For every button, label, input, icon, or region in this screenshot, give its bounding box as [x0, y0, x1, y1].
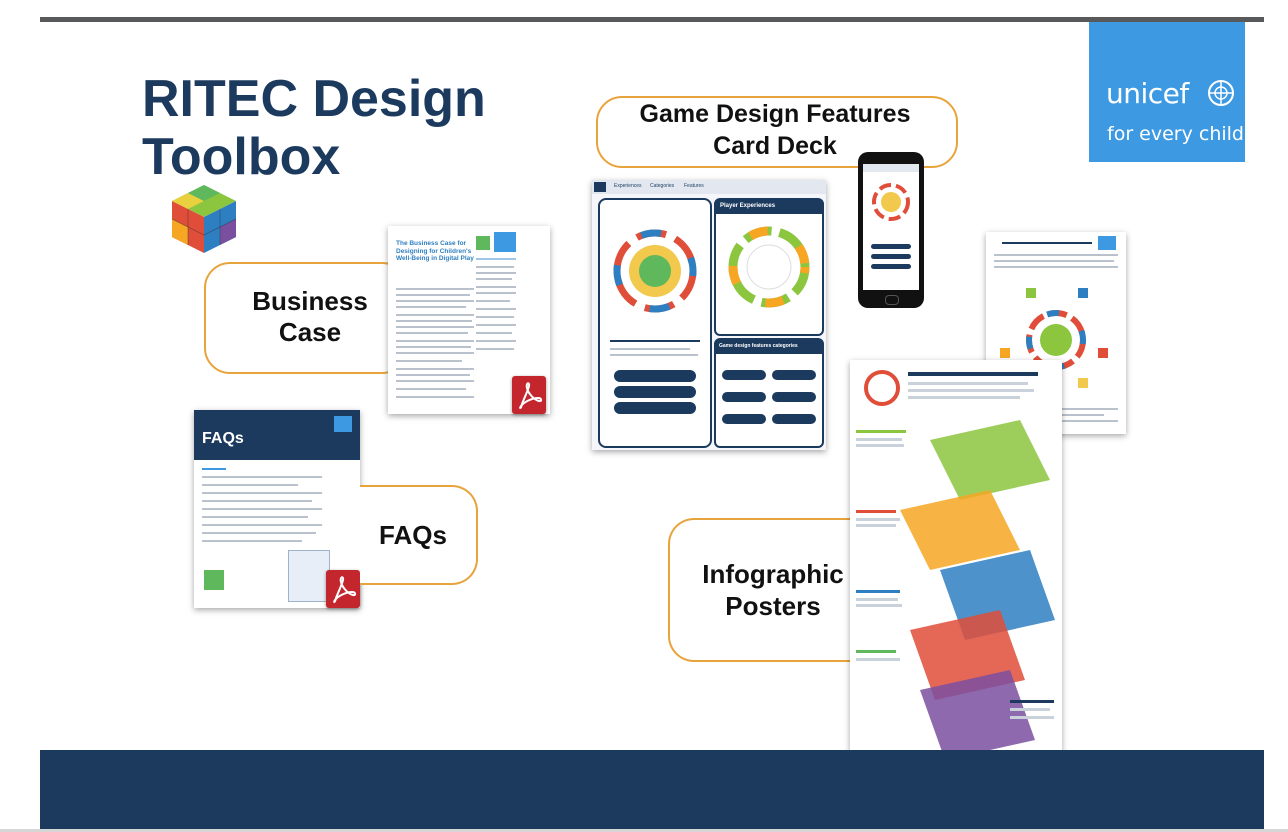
posters-label: Infographic Posters	[680, 558, 866, 622]
category-chip-3[interactable]	[722, 392, 766, 402]
faqs-label-box	[360, 485, 478, 585]
unicef-tagline: for every child	[1107, 123, 1244, 145]
pdf-symbol-icon	[333, 576, 357, 604]
card-deck-wheel-icon	[613, 229, 697, 313]
phone-screen	[863, 164, 919, 290]
poster-large-illustration	[850, 360, 1062, 800]
faqs-doc-questions	[202, 468, 332, 548]
footer-band	[40, 750, 1264, 832]
card-deck-tab-categories[interactable]: Categories	[650, 183, 675, 189]
player-experiences-header: Player Experiences	[716, 200, 822, 214]
category-chip-5[interactable]	[722, 414, 766, 424]
card-deck-button-2[interactable]	[614, 386, 696, 398]
doc-unicef-icon	[494, 232, 516, 252]
card-deck-label-box	[596, 96, 958, 168]
faqs-doc-cube-icon	[204, 570, 224, 590]
feature-categories-title: Game design features categories	[719, 343, 798, 349]
feature-categories-panel: Game design features categories	[714, 338, 824, 448]
card-deck-label-line-1: Game Design Features	[639, 100, 911, 128]
faqs-pdf-icon[interactable]	[326, 570, 360, 608]
category-chip-2[interactable]	[772, 370, 816, 380]
unicef-wordmark: unicef	[1106, 77, 1189, 110]
player-experiences-title: Player Experiences	[720, 203, 776, 209]
unicef-globe-icon	[1208, 80, 1234, 106]
category-chip-6[interactable]	[772, 414, 816, 424]
slide-title-line-1: RITEC Design	[142, 70, 486, 128]
category-chip-1[interactable]	[722, 370, 766, 380]
business-case-label-box	[204, 262, 408, 374]
faqs-doc-title: FAQs	[202, 430, 244, 447]
player-experiences-panel: Player Experiences	[714, 198, 824, 336]
pdf-symbol-icon	[519, 382, 543, 410]
bottom-edge	[0, 829, 1288, 832]
card-deck-webpage[interactable]: Experiences Categories Features Player E…	[592, 180, 826, 450]
business-case-doc-sidebar	[476, 254, 518, 404]
card-deck-label-line-2: Card Deck	[713, 132, 837, 160]
card-deck-button-3[interactable]	[614, 402, 696, 414]
card-deck-tabbar: Experiences Categories Features	[592, 180, 826, 194]
doc-cube-icon	[476, 236, 490, 250]
phone-home-button	[885, 295, 899, 305]
top-rule	[40, 17, 1264, 22]
slide-title: RITEC Design Toolbox	[142, 70, 486, 186]
business-case-label-line-2: Case	[278, 317, 342, 347]
card-deck-button-1[interactable]	[614, 370, 696, 382]
business-case-label-line-1: Business	[252, 286, 368, 316]
infographic-poster-large[interactable]	[850, 360, 1062, 800]
card-deck-tab-features[interactable]: Features	[684, 183, 704, 189]
unicef-logo: unicef for every child	[1089, 22, 1245, 162]
faqs-label: FAQs	[379, 520, 447, 550]
business-case-doc-title-text: The Business Case for Designing for Chil…	[396, 240, 474, 262]
business-case-doc-body	[396, 288, 474, 406]
category-chip-4[interactable]	[772, 392, 816, 402]
posters-label-line-2: Posters	[725, 591, 821, 621]
business-case-pdf-icon[interactable]	[512, 376, 546, 414]
posters-label-line-1: Infographic	[702, 559, 844, 589]
faqs-doc-unicef-icon	[334, 416, 352, 432]
slide-title-line-2: Toolbox	[142, 128, 341, 186]
business-case-label: Business Case	[226, 286, 394, 348]
card-deck-intro-card	[598, 198, 712, 448]
phone-mockup	[858, 152, 924, 308]
feature-categories-header: Game design features categories	[716, 340, 822, 354]
faqs-doc-preview	[288, 550, 330, 602]
faqs-doc-header: FAQs	[194, 410, 360, 460]
rubik-cube-icon	[171, 185, 237, 253]
phone-wheel-icon	[872, 183, 910, 221]
card-deck-home-icon[interactable]	[594, 182, 606, 192]
experiences-wheel-icon	[728, 226, 810, 308]
card-deck-label: Game Design Features Card Deck	[600, 98, 950, 162]
card-deck-tab-experiences[interactable]: Experiences	[614, 183, 642, 189]
business-case-doc-title: The Business Case for Designing for Chil…	[396, 240, 476, 266]
